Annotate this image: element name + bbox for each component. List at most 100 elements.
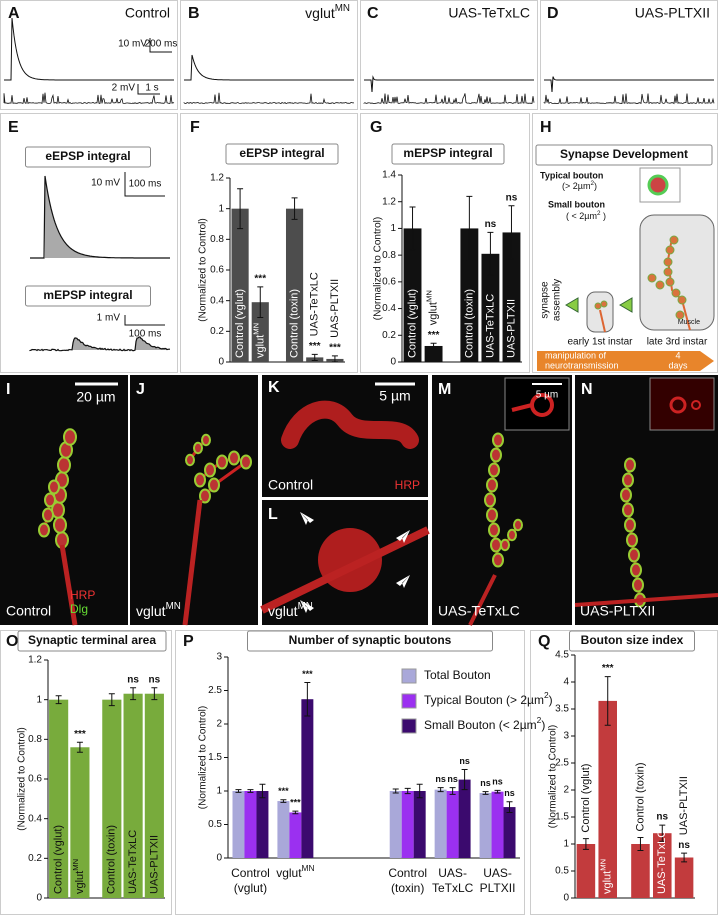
bar	[256, 791, 269, 858]
y-tick-label: 3	[216, 652, 222, 663]
bouton	[488, 522, 500, 538]
panel-letter: A	[8, 5, 20, 22]
y-tick-label: 0.4	[382, 303, 396, 314]
panel-letter: H	[540, 119, 552, 136]
axon	[624, 464, 642, 601]
x-tick-label: vglutMN	[276, 863, 314, 880]
bar	[446, 791, 459, 858]
error-bar	[404, 787, 411, 795]
title-box	[391, 143, 505, 165]
category-label: Control (vglut)	[234, 289, 246, 358]
bouton	[513, 518, 523, 532]
bouton	[57, 456, 71, 474]
time-arrow	[537, 351, 714, 371]
bouton	[632, 577, 644, 593]
significance-label: ***	[428, 330, 440, 341]
bar	[598, 700, 617, 898]
category-label: UAS-PLTXII	[505, 299, 517, 358]
bouton	[624, 457, 636, 473]
arrow	[300, 512, 314, 525]
error-bar	[304, 681, 311, 717]
bar	[232, 791, 245, 858]
error-bar	[681, 852, 688, 863]
image-label: vglutMN	[136, 601, 181, 619]
text-part: )	[594, 181, 597, 191]
superscript: 2	[597, 210, 601, 217]
trace-label: UAS-PLTXII	[635, 5, 710, 21]
bouton	[624, 517, 636, 533]
arrow	[565, 297, 579, 313]
bar	[49, 699, 69, 898]
superscript: MN	[298, 601, 313, 612]
bouton	[500, 538, 510, 552]
significance-label: ***	[602, 663, 614, 674]
category-label: UAS-PLTXII	[329, 279, 341, 338]
chart-title: Bouton size index	[581, 633, 684, 647]
error-bar	[494, 789, 501, 794]
text-part: vglut	[602, 871, 614, 894]
inset	[649, 377, 715, 431]
error-bar	[482, 791, 489, 795]
bouton	[484, 492, 496, 508]
evoked-trace	[364, 75, 534, 93]
error-bar	[637, 837, 644, 851]
panel-letter: I	[6, 381, 10, 398]
y-tick-label: 0.2	[382, 330, 396, 341]
panel-letter: E	[8, 119, 19, 136]
bouton	[622, 502, 634, 518]
diagram-label: ( < 2µm2 )	[566, 210, 606, 221]
bouton	[53, 516, 67, 534]
bouton	[663, 257, 673, 267]
bouton	[669, 235, 679, 245]
error-bar	[430, 342, 437, 350]
significance-label: ***	[278, 786, 289, 796]
y-tick-label: 0.6	[382, 276, 396, 287]
y-tick-label: 0.8	[382, 250, 396, 261]
panel-letter: G	[370, 119, 382, 136]
x-tick-label: UAS-	[438, 866, 467, 880]
bouton	[63, 428, 77, 446]
y-tick-label: 1.5	[208, 752, 222, 763]
category-label: Control (toxin)	[463, 289, 475, 358]
category-label: UAS-PLTXII	[148, 835, 160, 894]
diagram-label: days	[668, 360, 688, 370]
image-label: Control	[268, 477, 313, 493]
superscript: MN	[424, 290, 433, 302]
y-tick-label: 0.4	[28, 813, 42, 824]
error-bar	[237, 188, 244, 230]
diagram-label: Typical bouton	[540, 170, 603, 180]
panel-letter: C	[367, 5, 379, 22]
title-box	[535, 144, 713, 166]
bouton	[665, 277, 675, 287]
bouton	[620, 487, 632, 503]
text-part: vglut	[254, 335, 266, 358]
superscript: 2	[590, 180, 594, 187]
bar	[424, 345, 443, 362]
image-label: UAS-TeTxLC	[438, 603, 520, 619]
chart-title: Number of synaptic boutons	[289, 633, 452, 647]
mini-trace	[363, 93, 535, 105]
significance-label: ***	[309, 341, 321, 352]
significance-label: ns	[447, 774, 458, 784]
zoom-box	[639, 167, 681, 203]
text-part: )	[541, 718, 545, 732]
panel-title: Synapse Development	[560, 147, 688, 161]
bouton	[490, 537, 502, 553]
significance-label: ***	[302, 669, 313, 679]
title-box	[17, 630, 167, 652]
category-label: Control (toxin)	[106, 825, 118, 894]
bouton	[42, 507, 54, 523]
panel-letter: Q	[538, 633, 550, 650]
bar	[460, 228, 479, 362]
bouton	[193, 441, 203, 455]
typical-bouton	[647, 174, 669, 196]
bouton	[490, 447, 502, 463]
text-part: vglut	[74, 871, 86, 894]
title-box	[25, 146, 151, 168]
y-tick-label: 3.5	[555, 704, 569, 715]
error-bar	[292, 810, 299, 815]
evoked-trace	[184, 54, 354, 81]
bar	[277, 801, 290, 858]
error-bar	[130, 687, 137, 701]
error-bar	[55, 695, 62, 705]
